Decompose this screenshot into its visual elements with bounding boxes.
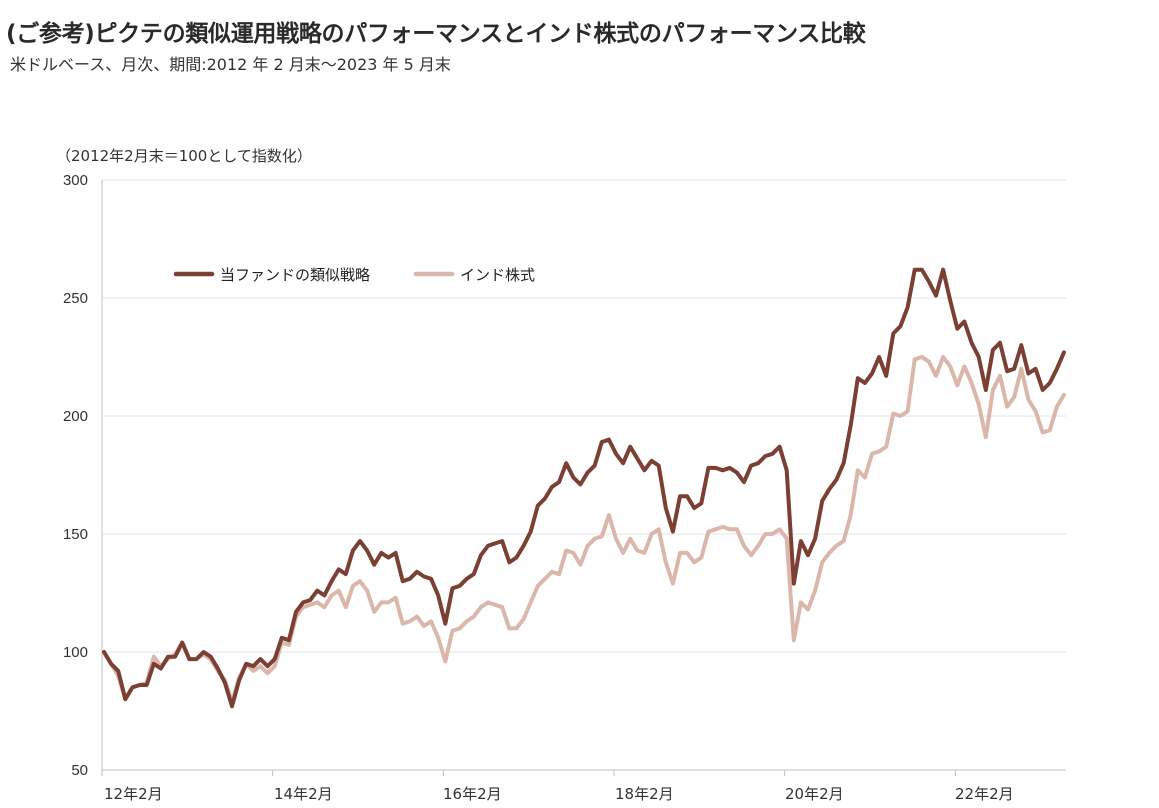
y-tick-label: 50 (71, 762, 88, 779)
x-tick-label: 22年2月 (955, 785, 1014, 803)
gridlines (102, 179, 1066, 653)
y-tick-label: 200 (63, 408, 88, 425)
x-tick-marks (101, 770, 956, 776)
legend: 当ファンドの類似戦略 インド株式 (148, 256, 560, 296)
series-line-india (102, 355, 1066, 704)
y-tick-labels: 300 250 200 150 100 50 (63, 172, 88, 779)
x-tick-labels: 12年2月 14年2月 16年2月 18年2月 20年2月 22年2月 (104, 785, 1014, 803)
x-tick-label: 12年2月 (104, 785, 163, 803)
y-tick-label: 150 (63, 526, 88, 543)
x-tick-label: 14年2月 (274, 785, 333, 803)
index-note: （2012年2月末＝100として指数化） (56, 147, 312, 165)
y-tick-label: 250 (63, 290, 88, 307)
y-tick-label: 100 (63, 644, 88, 661)
legend-label-india: インド株式 (460, 266, 535, 284)
chart-title: (ご参考)ピクテの類似運用戦略のパフォーマンスとインド株式のパフォーマンス比較 (6, 21, 866, 47)
series-line-fund (102, 267, 1066, 709)
series-lines (102, 267, 1066, 709)
legend-label-fund: 当ファンドの類似戦略 (220, 266, 370, 284)
x-tick-label: 16年2月 (443, 785, 502, 803)
x-tick-label: 20年2月 (785, 785, 844, 803)
legend-background (148, 256, 560, 296)
y-tick-label: 300 (63, 172, 88, 189)
x-tick-label: 18年2月 (615, 785, 674, 803)
chart-subtitle: 米ドルベース、月次、期間:2012 年 2 月末～2023 年 5 月末 (10, 55, 451, 74)
